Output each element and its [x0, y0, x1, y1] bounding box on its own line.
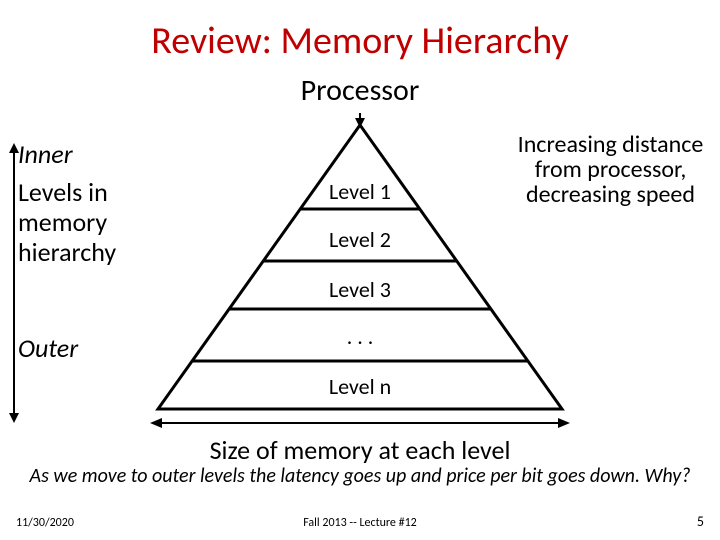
slide-title: Review: Memory Hierarchy — [0, 18, 720, 64]
outer-label: Outer — [18, 332, 78, 364]
levels-text: Levels in memory hierarchy — [18, 178, 168, 268]
pyramid-svg — [150, 113, 570, 413]
processor-label: Processor — [0, 72, 720, 109]
inner-label: Inner — [18, 140, 168, 170]
size-caption: Size of memory at each level — [0, 434, 720, 466]
size-arrow — [150, 416, 570, 430]
slide-footer: Fall 2013 -- Lecture #12 — [0, 516, 720, 530]
level-2-label: Level 2 — [150, 226, 570, 253]
page-number: 5 — [697, 513, 704, 530]
left-column: Inner Levels in memory hierarchy — [18, 140, 168, 268]
pyramid-diagram: Level 1 Level 2 Level 3 . . . Level n — [150, 113, 570, 413]
level-1-label: Level 1 — [150, 178, 570, 205]
level-n-label: Level n — [150, 373, 570, 400]
level-3-label: Level 3 — [150, 276, 570, 303]
subtext: As we move to outer levels the latency g… — [0, 466, 720, 487]
level-ellipsis-label: . . . — [150, 323, 570, 350]
